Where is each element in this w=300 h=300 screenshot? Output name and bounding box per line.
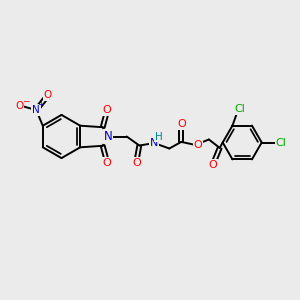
Text: O: O — [102, 158, 111, 168]
Text: −: − — [22, 97, 29, 106]
Text: O: O — [132, 158, 141, 168]
Text: O: O — [102, 105, 111, 115]
Text: N: N — [104, 130, 112, 143]
Text: O: O — [44, 90, 52, 100]
Text: Cl: Cl — [275, 137, 286, 148]
Text: N: N — [150, 137, 158, 148]
Text: N: N — [32, 105, 40, 115]
Text: Cl: Cl — [234, 104, 245, 114]
Text: O: O — [177, 119, 186, 129]
Text: O: O — [194, 140, 203, 151]
Text: O: O — [15, 101, 23, 111]
Text: +: + — [38, 100, 44, 109]
Text: O: O — [209, 160, 218, 170]
Text: H: H — [155, 131, 163, 142]
